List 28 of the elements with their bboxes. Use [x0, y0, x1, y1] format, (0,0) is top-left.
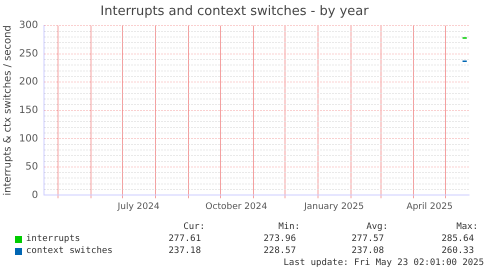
text: 260.33 [441, 246, 474, 257]
text: 277.61 [168, 234, 201, 245]
text: Max: [456, 222, 478, 233]
text: Min: [278, 222, 300, 233]
y-tick-label: 0 [32, 190, 38, 201]
text: 285.64 [441, 234, 474, 245]
y-tick-label: 300 [18, 20, 38, 32]
text: Avg: [366, 222, 388, 233]
text: 237.08 [351, 246, 384, 257]
y-tick-label: 150 [18, 104, 38, 116]
y-axis-title: interrupts & ctx switches / second [2, 25, 14, 196]
y-tick-label: 50 [25, 162, 38, 173]
legend-label: interrupts [26, 234, 80, 245]
text: Cur: [183, 222, 205, 233]
x-tick-label: July 2024 [116, 202, 160, 212]
text: 237.18 [168, 246, 201, 257]
y-tick-label: 200 [18, 76, 38, 88]
text: Last update: Fri May 23 02:01:00 2025 [284, 258, 484, 269]
y-tick-label: 100 [18, 133, 38, 144]
text: 228.57 [263, 246, 296, 257]
y-tick-label: 250 [18, 48, 38, 60]
x-tick-label: October 2024 [205, 202, 268, 212]
x-tick-label: April 2025 [406, 202, 453, 212]
text: 273.96 [263, 234, 296, 245]
legend-label: context switches [26, 246, 113, 257]
text: 277.57 [351, 234, 384, 245]
chart-title: Interrupts and context switches - by year [100, 4, 370, 20]
x-tick-label: January 2025 [303, 202, 364, 212]
